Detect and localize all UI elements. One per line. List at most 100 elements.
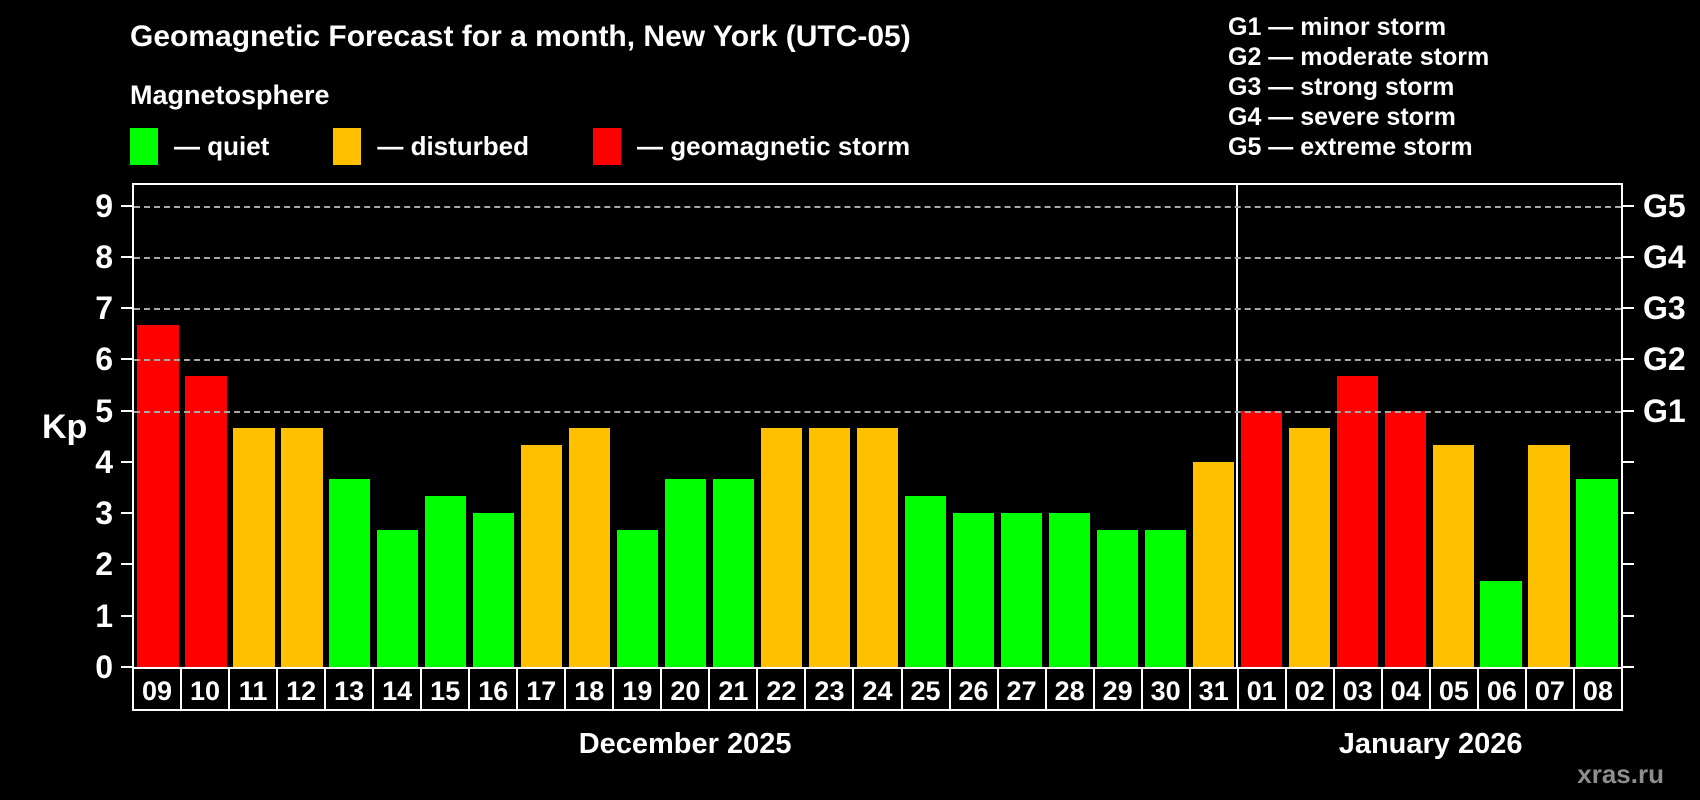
bars-container	[134, 185, 1621, 667]
site-watermark: xras.ru	[1577, 759, 1664, 789]
kp-bar-day-01	[1240, 410, 1282, 667]
bar-column-day-09	[134, 185, 182, 667]
kp-bar-day-17	[521, 444, 563, 667]
bar-column-day-23	[806, 185, 854, 667]
day-label: 21	[708, 667, 759, 711]
y-axis-tick	[121, 666, 132, 668]
kp-bar-day-22	[760, 427, 803, 667]
gridline-kp-6	[134, 359, 1621, 362]
bar-column-day-06	[1477, 185, 1525, 667]
y-axis-tick-label: 8	[95, 238, 113, 275]
bar-column-day-04	[1381, 185, 1429, 667]
y-axis-tick	[121, 255, 132, 258]
y-axis-tick-label: 4	[95, 443, 113, 480]
day-label: 10	[180, 667, 231, 711]
bar-column-day-11	[230, 185, 278, 667]
g-scale-legend-item: G5 — extreme storm	[1228, 133, 1473, 161]
legend-item-disturbed: — disturbed	[333, 128, 529, 165]
day-label: 13	[324, 667, 375, 711]
day-label: 22	[756, 667, 807, 711]
magnetosphere-legend: — quiet — disturbed — geomagnetic storm	[130, 128, 910, 165]
day-label: 01	[1236, 667, 1287, 711]
kp-bar-day-26	[952, 513, 995, 667]
kp-bar-day-27	[1000, 513, 1043, 667]
kp-bar-day-11	[233, 427, 275, 667]
gridline-kp-7	[134, 308, 1621, 311]
legend-label-quiet: — quiet	[174, 131, 270, 161]
chart-title: Geomagnetic Forecast for a month, New Yo…	[130, 20, 911, 53]
y-axis-tick	[121, 614, 132, 617]
kp-bar-day-10	[185, 376, 227, 667]
y-axis-title: Kp	[42, 408, 88, 446]
kp-bar-day-23	[808, 427, 851, 667]
right-axis-tick	[1623, 255, 1634, 258]
day-label: 14	[372, 667, 423, 711]
day-label: 18	[564, 667, 615, 711]
gridline-kp-5	[134, 410, 1621, 413]
g-scale-legend-item: G4 — severe storm	[1228, 103, 1456, 131]
y-axis-tick-label: 2	[95, 546, 113, 583]
day-label: 11	[228, 667, 279, 711]
gridline-kp-8	[134, 256, 1621, 259]
day-label: 08	[1572, 667, 1623, 711]
day-label: 15	[420, 667, 471, 711]
bar-column-day-21	[710, 185, 758, 667]
bar-column-day-17	[518, 185, 566, 667]
kp-bar-day-24	[856, 427, 899, 667]
bar-column-day-07	[1525, 185, 1573, 667]
kp-bar-day-05	[1432, 444, 1474, 667]
y-axis-tick	[121, 409, 132, 412]
bar-column-day-14	[374, 185, 422, 667]
kp-bar-day-28	[1048, 513, 1091, 667]
day-label: 02	[1284, 667, 1335, 711]
y-axis-tick-label: 3	[95, 495, 113, 532]
legend-label-storm: — geomagnetic storm	[637, 131, 911, 161]
quiet-swatch-icon	[130, 128, 158, 165]
bar-column-day-16	[470, 185, 518, 667]
kp-bar-day-14	[377, 530, 419, 667]
storm-swatch-icon	[593, 128, 622, 165]
y-axis-tick-label: 9	[95, 187, 113, 224]
day-label: 30	[1140, 667, 1191, 711]
day-label: 25	[900, 667, 951, 711]
kp-bar-day-31	[1192, 461, 1234, 667]
bar-column-day-22	[758, 185, 806, 667]
bar-column-day-30	[1141, 185, 1189, 667]
kp-bar-day-25	[904, 496, 947, 667]
bar-column-day-13	[326, 185, 374, 667]
right-axis-tick	[1623, 460, 1634, 463]
g-level-label-g2: G2	[1643, 341, 1686, 378]
kp-bar-day-29	[1096, 530, 1138, 667]
bar-column-day-08	[1573, 185, 1621, 667]
y-axis-tick-label: 7	[95, 290, 113, 327]
bar-column-day-27	[997, 185, 1045, 667]
kp-bar-day-13	[329, 478, 371, 667]
day-labels-row: 09 10 11 12 13 14 15 16 17 18 19 20 21 22 23 24 25 26 27 28…	[132, 667, 1623, 711]
month-labels-row: December 2025 January 2026	[132, 728, 1623, 761]
y-axis-tick	[121, 204, 132, 207]
kp-bar-day-09	[137, 325, 179, 667]
day-label: 06	[1476, 667, 1527, 711]
right-axis-tick	[1623, 666, 1634, 668]
day-label: 27	[996, 667, 1047, 711]
day-label: 09	[132, 667, 183, 711]
day-label: 07	[1524, 667, 1575, 711]
kp-bar-day-15	[425, 496, 467, 667]
y-axis-tick	[121, 512, 132, 515]
right-axis-tick	[1623, 614, 1634, 617]
bar-column-day-02	[1285, 185, 1333, 667]
kp-bar-day-08	[1576, 478, 1618, 667]
right-axis-tick	[1623, 204, 1634, 207]
day-label: 26	[948, 667, 999, 711]
right-axis-tick	[1623, 409, 1634, 412]
bar-column-day-29	[1093, 185, 1141, 667]
bar-column-day-15	[422, 185, 470, 667]
kp-bar-day-30	[1144, 530, 1186, 667]
legend-label-disturbed: — disturbed	[377, 131, 530, 161]
disturbed-swatch-icon	[333, 128, 362, 165]
y-axis-tick	[121, 460, 132, 463]
bar-column-day-10	[182, 185, 230, 667]
bar-column-day-25	[902, 185, 950, 667]
g-scale-legend-item: G3 — strong storm	[1228, 73, 1455, 101]
